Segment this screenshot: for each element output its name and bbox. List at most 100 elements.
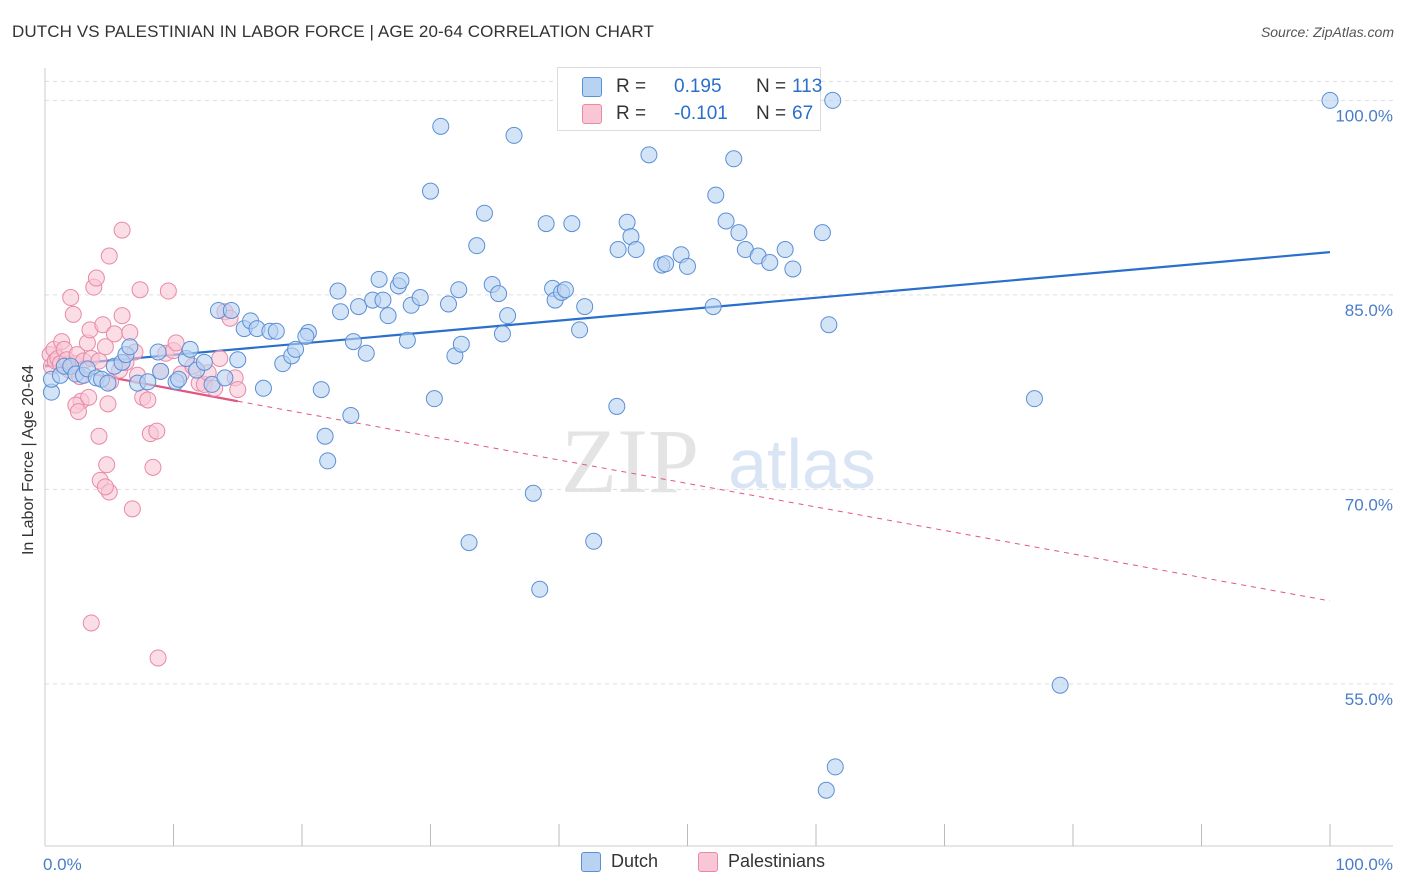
dutch-point [149,343,167,361]
dutch-point [571,321,589,339]
dutch-point [490,285,508,303]
dutch-r-value: 0.195 [674,76,722,97]
x-tick-label: 0.0% [43,855,82,874]
dutch-point [350,298,368,316]
dutch-point [332,303,350,321]
dutch-point [820,316,838,334]
dutch-point [370,270,388,288]
axes [44,68,1393,847]
dutch-point [608,397,626,415]
dutch-point [475,204,493,222]
dutch-point [585,532,603,550]
dutch-point [216,369,234,387]
dutch-n-label: N = [756,76,787,97]
dutch-point [342,407,360,425]
dutch-point [817,781,835,799]
dutch-point [195,353,213,371]
dutch-r-label: R = [616,76,647,97]
y-tick-label: 85.0% [1345,301,1393,320]
dutch-point [460,534,478,552]
watermark-atlas: atlas [728,425,876,503]
dutch-swatch [582,77,602,97]
palestinians-point [144,458,162,476]
dutch-point [1025,390,1043,408]
dutch-point [531,580,549,598]
dutch-point [524,484,542,502]
palestinians-point [159,282,177,300]
dutch-trendline [44,251,1331,368]
dutch-point [657,255,675,273]
dutch-point [254,379,272,397]
dutch-point [374,291,392,309]
palestinians-point [113,307,131,325]
palestinians-n-label: N = [756,103,787,124]
palestinians-point [121,324,139,342]
dutch-point [537,215,555,233]
dutch-point [468,237,486,255]
palestinians-point [139,391,157,409]
palestinians-point [105,325,123,343]
palestinians-r-label: R = [616,103,647,124]
dutch-point [784,260,802,278]
dutch-n-value: 113 [792,76,823,97]
palestinians-r-value: -0.101 [674,103,728,124]
dutch-point [493,325,511,343]
dutch-point [452,335,470,353]
palestinians-point [64,305,82,323]
dutch-point [152,362,170,380]
tick-labels: 55.0% 70.0% 85.0% 100.0% 0.0% 100.0% [43,106,1393,874]
dutch-point [316,427,334,445]
dutch-point [229,351,247,369]
palestinians-point [211,349,229,367]
palestinians-point [149,649,167,667]
palestinians-point [98,456,116,474]
palestinians-point [167,334,185,352]
dutch-points [42,91,1339,799]
dutch-point [776,241,794,259]
dutch-point [297,327,315,345]
dutch-point [499,307,517,325]
dutch-point [505,126,523,144]
palestinians-point [80,388,98,406]
dutch-point [267,322,285,340]
dutch-point [761,254,779,271]
dutch-point [576,298,594,316]
dutch-point [181,340,199,358]
dutch-point [1321,91,1339,109]
dutch-point [392,272,410,290]
palestinians-point [82,614,100,632]
dutch-point [450,281,468,299]
dutch-point [439,295,457,313]
dutch-point [287,340,305,358]
legend-item-dutch[interactable]: Dutch [580,851,658,872]
palestinians-point [99,395,117,413]
palestinians-point [90,427,108,445]
dutch-point [411,289,429,307]
dutch-point [425,390,443,408]
dutch-point [707,186,725,204]
palestinians-n-value: 67 [792,103,814,124]
palestinians-point [123,500,141,518]
dutch-point [627,241,645,259]
legend-palestinians-label: Palestinians [727,851,826,871]
grid-lines [45,80,1393,685]
legend-item-palestinians[interactable]: Palestinians [697,851,826,872]
palestinians-point [100,247,118,265]
dutch-point [679,257,696,275]
palestinians-point [87,269,105,287]
dutch-point [618,213,636,231]
dutch-point [357,344,375,362]
dutch-point [170,370,188,388]
legend-palestinians-swatch [697,851,718,872]
dutch-point [319,452,337,470]
palestinians-point [96,338,114,356]
dutch-point [704,298,722,316]
dutch-point [222,301,240,319]
legend-dutch-label: Dutch [610,851,658,871]
dutch-point [813,224,831,242]
y-tick-label: 55.0% [1345,690,1393,709]
palestinians-point [94,316,112,334]
palestinians-swatch [582,104,602,124]
palestinians-point [96,478,114,496]
